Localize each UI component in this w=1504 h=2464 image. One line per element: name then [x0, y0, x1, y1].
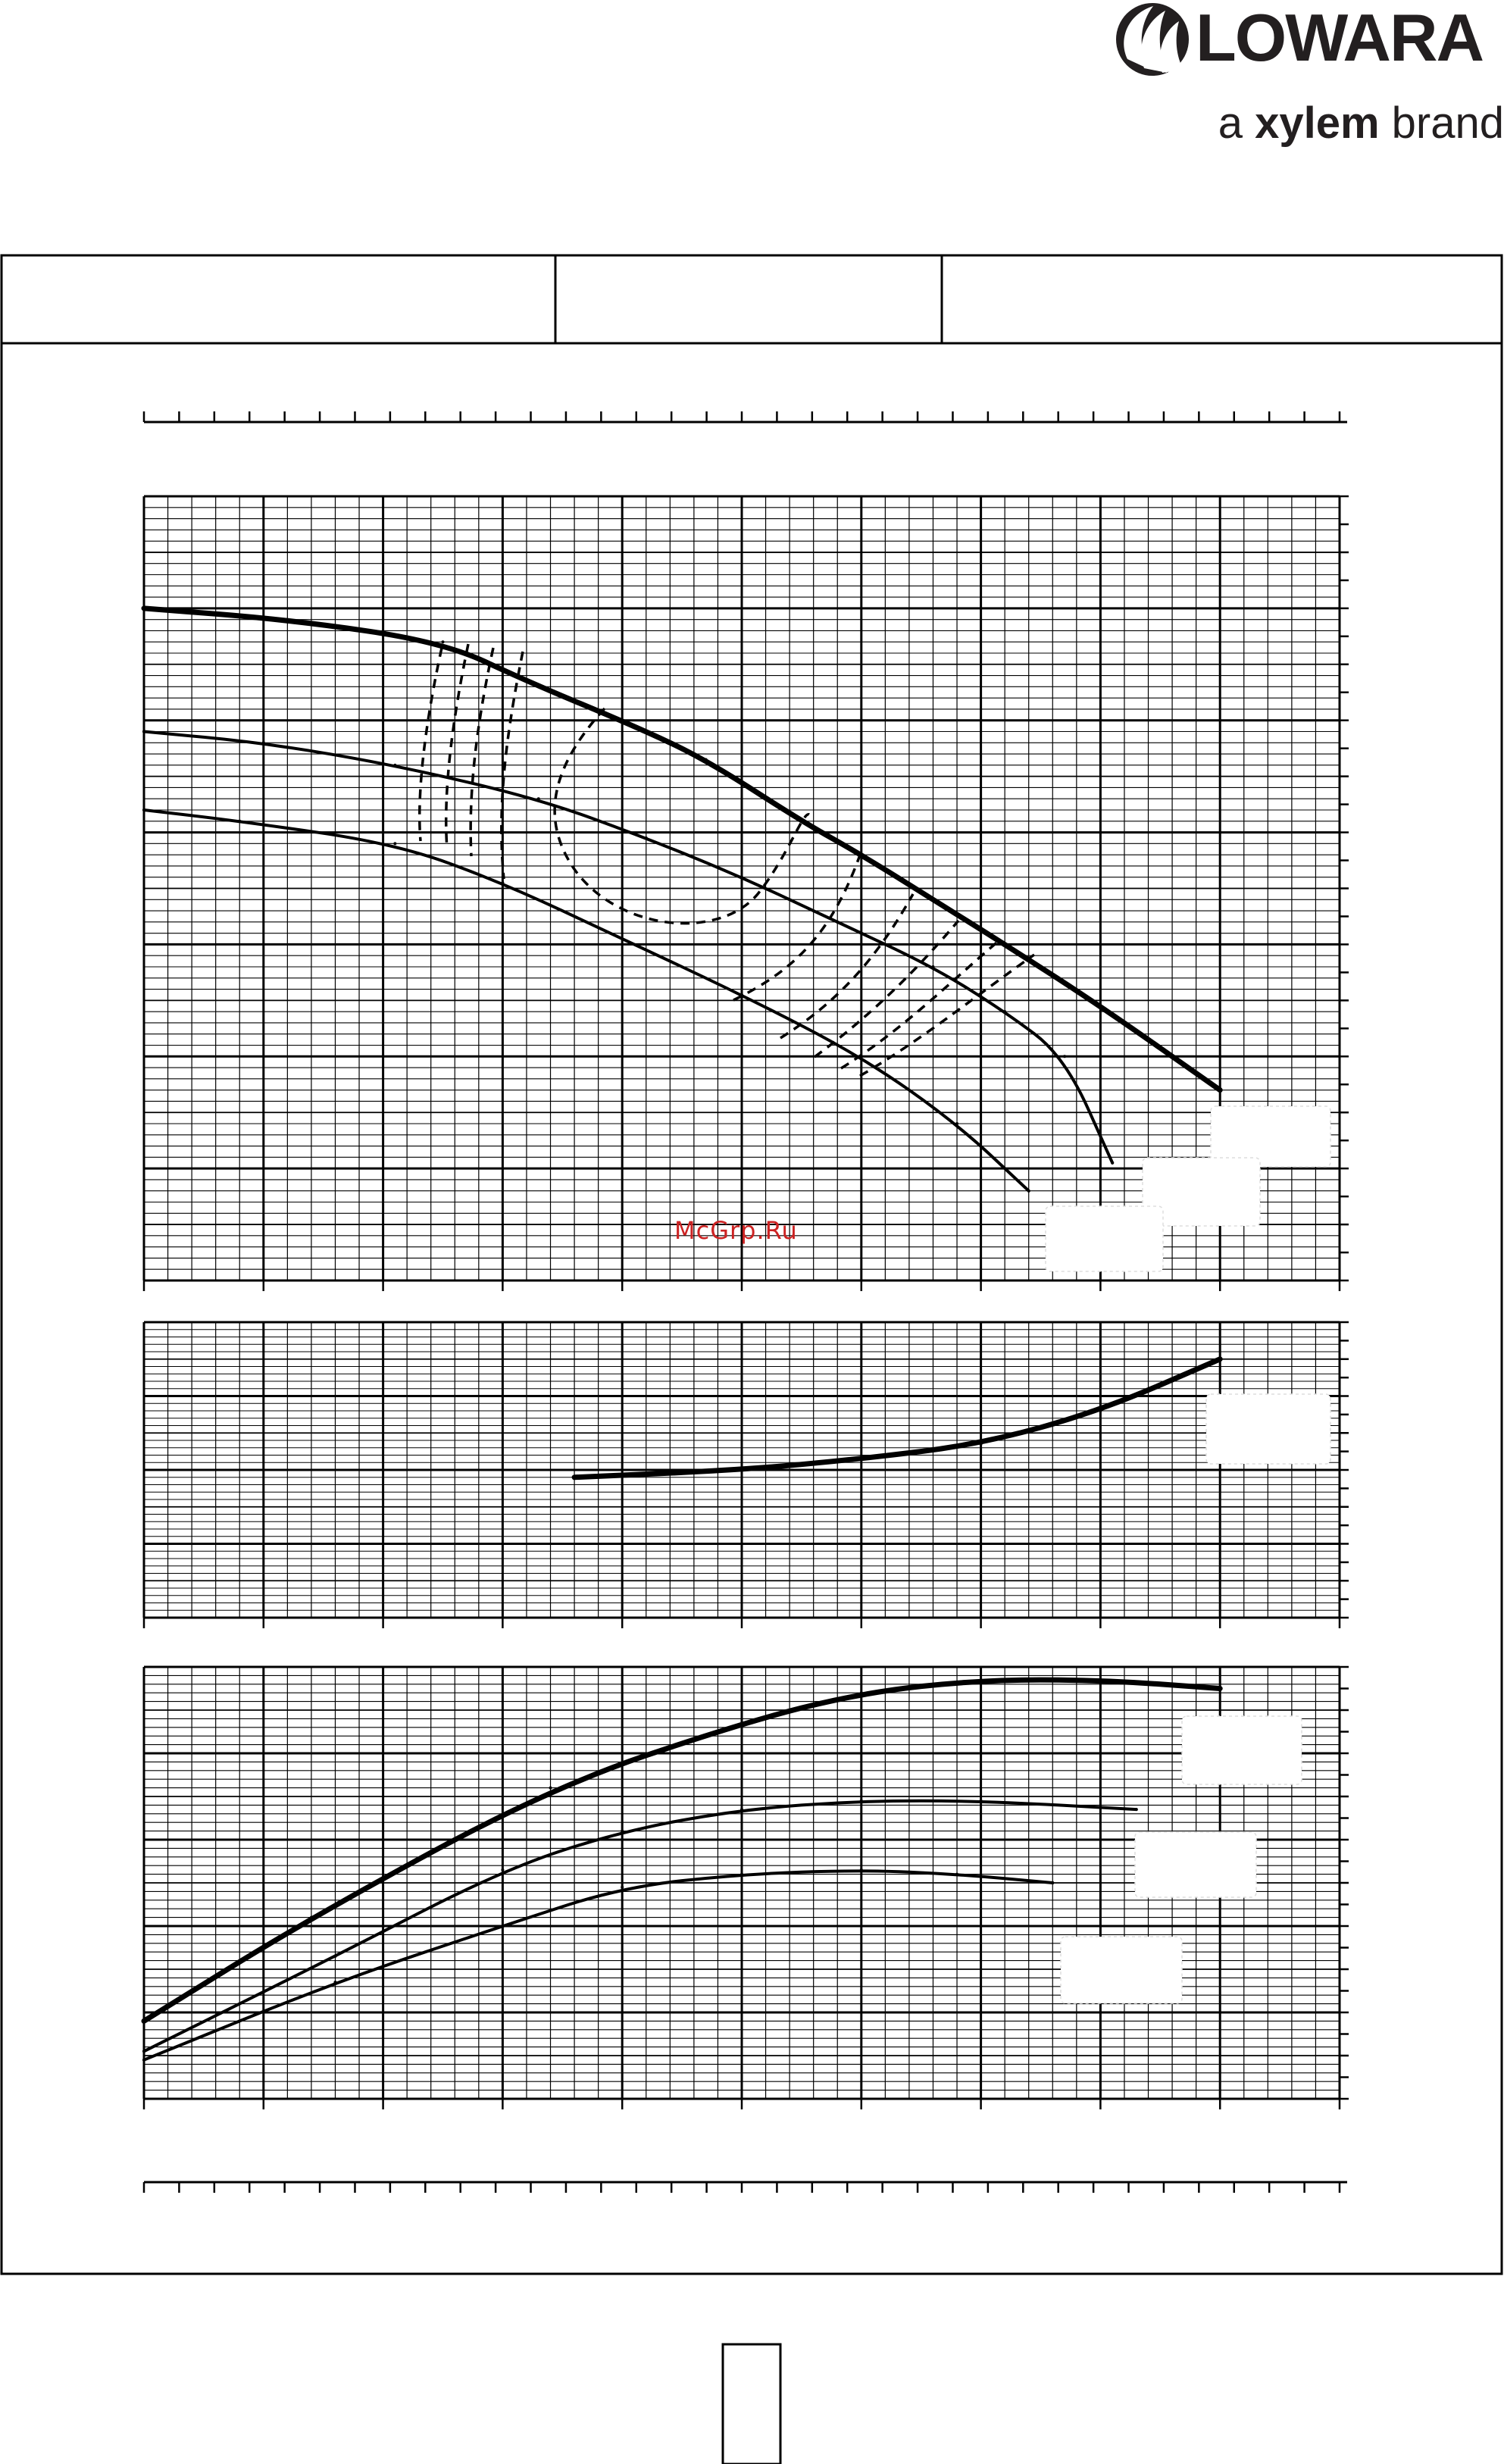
- head-point: [799, 819, 803, 823]
- header-cell-info: [942, 255, 1502, 343]
- head-point: [393, 842, 397, 846]
- head-point: [536, 797, 540, 801]
- npsh-point: [1218, 1357, 1222, 1361]
- head-point: [931, 965, 935, 968]
- power-point: [1051, 1881, 1055, 1884]
- head-point: [1063, 1055, 1067, 1058]
- power-point: [1134, 1808, 1138, 1812]
- head-point: [524, 679, 528, 683]
- header-cell-speed: [555, 255, 942, 343]
- head-point: [1218, 1088, 1222, 1092]
- head-series-1: [141, 605, 1223, 1093]
- power-point: [1099, 1678, 1102, 1682]
- power-series-2: [142, 1799, 1138, 2053]
- brand-name: LOWARA: [1196, 0, 1484, 75]
- power-point: [740, 1808, 743, 1812]
- head-point: [740, 875, 743, 879]
- power-point: [549, 1786, 552, 1790]
- head-point: [931, 898, 935, 902]
- efficiency-contours: [417, 643, 1036, 1077]
- power-point: [333, 1954, 337, 1958]
- head-point: [1027, 1189, 1030, 1193]
- npsh-chart-grid: [142, 1321, 1349, 1628]
- npsh-point: [573, 1475, 577, 1479]
- page-number-box: [721, 2343, 782, 2464]
- bottom-axis-scale: [142, 2181, 1347, 2193]
- npsh-curves: [571, 1356, 1223, 1481]
- power-point: [979, 1799, 983, 1803]
- power-point: [501, 1868, 505, 1871]
- top-axis-scale: [142, 411, 1347, 424]
- head-point: [142, 808, 145, 811]
- head-point: [644, 836, 648, 840]
- power-point: [309, 1915, 313, 1919]
- power-point: [333, 1981, 337, 1984]
- head-point: [1111, 1161, 1115, 1165]
- power-point: [621, 1885, 624, 1889]
- power-point: [1218, 1687, 1222, 1690]
- head-curves: [141, 605, 1223, 1193]
- lowara-drop-icon: [1116, 3, 1189, 76]
- head-point: [955, 1122, 959, 1125]
- head-series-2: [142, 730, 1115, 1165]
- sheet-frame: [0, 254, 1503, 2275]
- curve-label-boxes: [1045, 1105, 1331, 2004]
- head-point: [261, 741, 265, 745]
- power-point: [979, 1678, 983, 1682]
- power-point: [859, 1799, 863, 1803]
- power-point: [740, 1721, 743, 1725]
- power-point: [621, 1829, 624, 1833]
- power-point: [501, 1925, 505, 1928]
- npsh-point: [1099, 1409, 1102, 1412]
- npsh-series-1: [571, 1356, 1223, 1481]
- head-point: [286, 618, 289, 621]
- head-point: [1099, 1004, 1102, 1008]
- head-point: [704, 758, 708, 761]
- power-curves: [141, 1677, 1223, 2062]
- npsh-point: [859, 1457, 863, 1461]
- power-point: [859, 1691, 863, 1695]
- npsh-point: [740, 1468, 743, 1471]
- head-point: [501, 881, 505, 885]
- power-point: [142, 2050, 145, 2053]
- power-point: [740, 1872, 743, 1876]
- head-point: [142, 606, 145, 610]
- npsh-point: [979, 1442, 983, 1446]
- brand-tagline: a xylem brand: [1218, 98, 1504, 148]
- head-point: [1003, 1010, 1007, 1014]
- head-point: [238, 819, 242, 823]
- head-point: [632, 724, 636, 728]
- power-point: [955, 1872, 959, 1876]
- head-point: [859, 1055, 863, 1058]
- brand-logo: LOWARA a xylem brand: [1116, 0, 1504, 148]
- power-point: [142, 2058, 145, 2062]
- header-cell-model: [2, 255, 555, 343]
- power-series-1: [141, 1677, 1223, 2024]
- power-series-3: [142, 1869, 1055, 2062]
- head-point: [1003, 943, 1007, 946]
- head-point: [393, 763, 397, 767]
- power-point: [142, 2019, 145, 2023]
- head-point: [836, 920, 840, 924]
- power-point: [859, 1868, 863, 1871]
- head-point: [740, 993, 743, 996]
- head-point: [859, 853, 863, 857]
- head-point: [142, 730, 145, 733]
- head-point: [441, 640, 445, 644]
- watermark: McGrp.Ru: [674, 1216, 798, 1245]
- head-point: [621, 937, 624, 941]
